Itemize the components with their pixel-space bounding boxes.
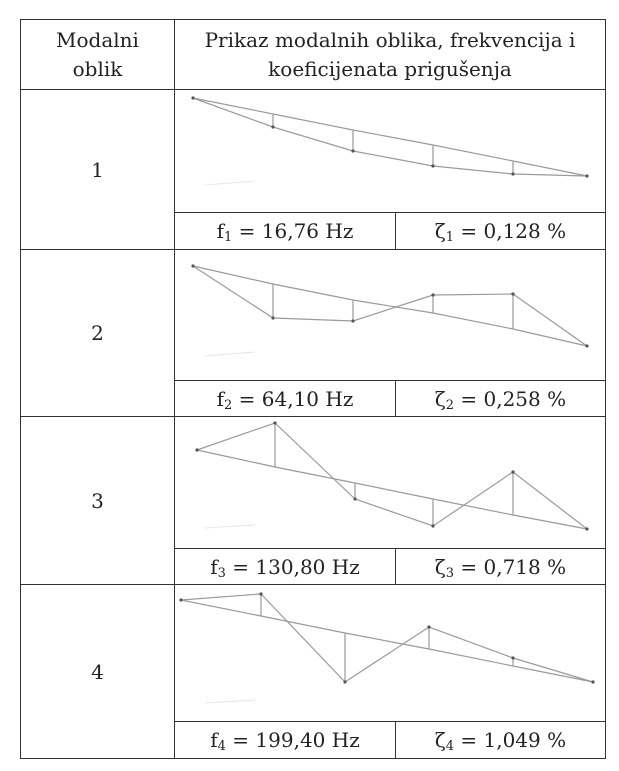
- frequency-4: f4 = 199,40 Hz: [174, 721, 396, 759]
- mode-number-1: 1: [20, 89, 175, 250]
- header-row: Modalni oblik Prikaz modalnih oblika, fr…: [20, 19, 606, 90]
- mode-values-2: f2 = 64,10 Hz ζ2 = 0,258 %: [21, 380, 606, 417]
- header-mode: Modalni oblik: [20, 19, 175, 90]
- frequency-2: f2 = 64,10 Hz: [174, 380, 396, 417]
- mode-shape-3: [174, 416, 606, 549]
- damping-3: ζ3 = 0,718 %: [395, 548, 606, 585]
- mode-row-2: 2: [20, 249, 606, 417]
- modal-shapes-table: Modalni oblik Prikaz modalnih oblika, fr…: [20, 19, 606, 759]
- mode-shape-1-plot: [191, 96, 589, 186]
- damping-2: ζ2 = 0,258 %: [395, 380, 606, 417]
- mode-values-4: f4 = 199,40 Hz ζ4 = 1,049 %: [21, 721, 606, 759]
- mode-shape-2-plot: [191, 264, 589, 357]
- frequency-3: f3 = 130,80 Hz: [174, 548, 396, 585]
- mode-shape-4: [174, 584, 606, 722]
- damping-4: ζ4 = 1,049 %: [395, 721, 606, 759]
- mode-shape-2: [174, 249, 606, 381]
- mode-number-2: 2: [20, 249, 175, 417]
- mode-row-4: 4: [20, 584, 606, 759]
- mode-values-1: f1 = 16,76 Hz ζ1 = 0,128 %: [21, 212, 606, 250]
- mode-shape-1: [174, 89, 606, 213]
- mode-shape-3-plot: [195, 421, 589, 531]
- header-description: Prikaz modalnih oblika, frekvencija i ko…: [174, 19, 606, 90]
- mode-row-3: 3: [20, 416, 606, 585]
- damping-1: ζ1 = 0,128 %: [395, 212, 606, 250]
- mode-number-3: 3: [20, 416, 175, 585]
- mode-shape-4-plot: [179, 592, 595, 704]
- mode-number-4: 4: [20, 584, 175, 759]
- mode-row-1: 1: [20, 89, 606, 250]
- frequency-1: f1 = 16,76 Hz: [174, 212, 396, 250]
